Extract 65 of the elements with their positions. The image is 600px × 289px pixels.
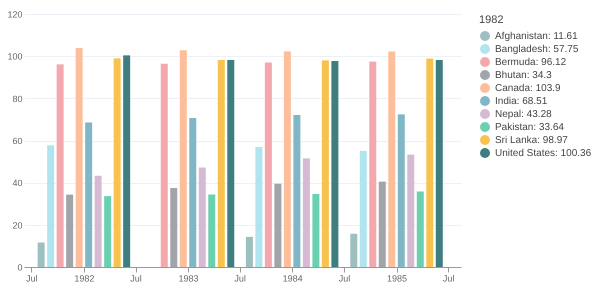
bar [331, 61, 338, 267]
legend-label: Nepal: 43.28 [495, 109, 552, 120]
y-tick-label: 0 [17, 262, 22, 272]
bar [350, 234, 358, 267]
bar [123, 55, 130, 267]
bar [47, 145, 54, 267]
bar [284, 51, 291, 267]
bar [255, 147, 262, 267]
bar [426, 58, 434, 267]
bar [94, 176, 102, 267]
x-tick-label: Jul [130, 274, 142, 284]
bar [407, 154, 414, 267]
bar [312, 194, 320, 267]
legend-label: Sri Lanka: 98.97 [495, 135, 568, 146]
bar [66, 194, 74, 267]
bar [302, 158, 310, 267]
legend-label: Bermuda: 96.12 [495, 57, 567, 68]
bar [264, 62, 272, 267]
bar [170, 188, 178, 267]
bar [436, 60, 443, 267]
bar [388, 52, 396, 267]
x-tick-label: 1984 [282, 274, 303, 284]
legend-title: 1982 [479, 14, 504, 26]
x-tick-label: 1983 [178, 274, 199, 284]
bar [85, 122, 92, 267]
legend-label: United States: 100.36 [495, 148, 592, 159]
bar [218, 60, 225, 267]
bar [56, 64, 64, 267]
bar [208, 194, 216, 267]
legend-label: India: 68.51 [495, 96, 548, 107]
bar [416, 192, 424, 267]
bar [38, 242, 45, 267]
bar [114, 58, 121, 267]
legend-label: Pakistan: 33.64 [495, 122, 564, 133]
y-tick-label: 100 [7, 52, 22, 62]
y-tick-label: 40 [12, 178, 22, 188]
bar [322, 60, 329, 267]
bar [189, 118, 196, 267]
bar [274, 184, 282, 267]
y-tick-label: 20 [12, 220, 22, 230]
bar [293, 114, 300, 267]
x-tick-label: 1985 [387, 274, 408, 284]
bar [227, 60, 234, 267]
x-tick-label: Jul [26, 274, 38, 284]
bar [246, 236, 253, 267]
y-tick-label: 80 [12, 94, 22, 104]
x-tick-label: 1982 [74, 274, 94, 284]
x-tick-label: Jul [338, 274, 350, 284]
legend-label: Bhutan: 34.3 [495, 70, 552, 81]
legend-label: Bangladesh: 57.75 [495, 44, 579, 55]
bar [180, 50, 187, 267]
y-tick-label: 60 [12, 136, 22, 146]
bar [360, 150, 367, 267]
bar [76, 48, 83, 267]
bar [104, 196, 112, 267]
x-tick-label: Jul [442, 274, 454, 284]
y-tick-label: 120 [7, 10, 22, 20]
bar [198, 167, 206, 267]
bar [398, 114, 405, 267]
legend-label: Canada: 103.9 [495, 83, 562, 94]
bar [160, 64, 168, 267]
bar [369, 62, 376, 267]
bar [378, 182, 386, 267]
legend-label: Afghanistan: 11.61 [495, 31, 578, 42]
x-tick-label: Jul [234, 274, 246, 284]
